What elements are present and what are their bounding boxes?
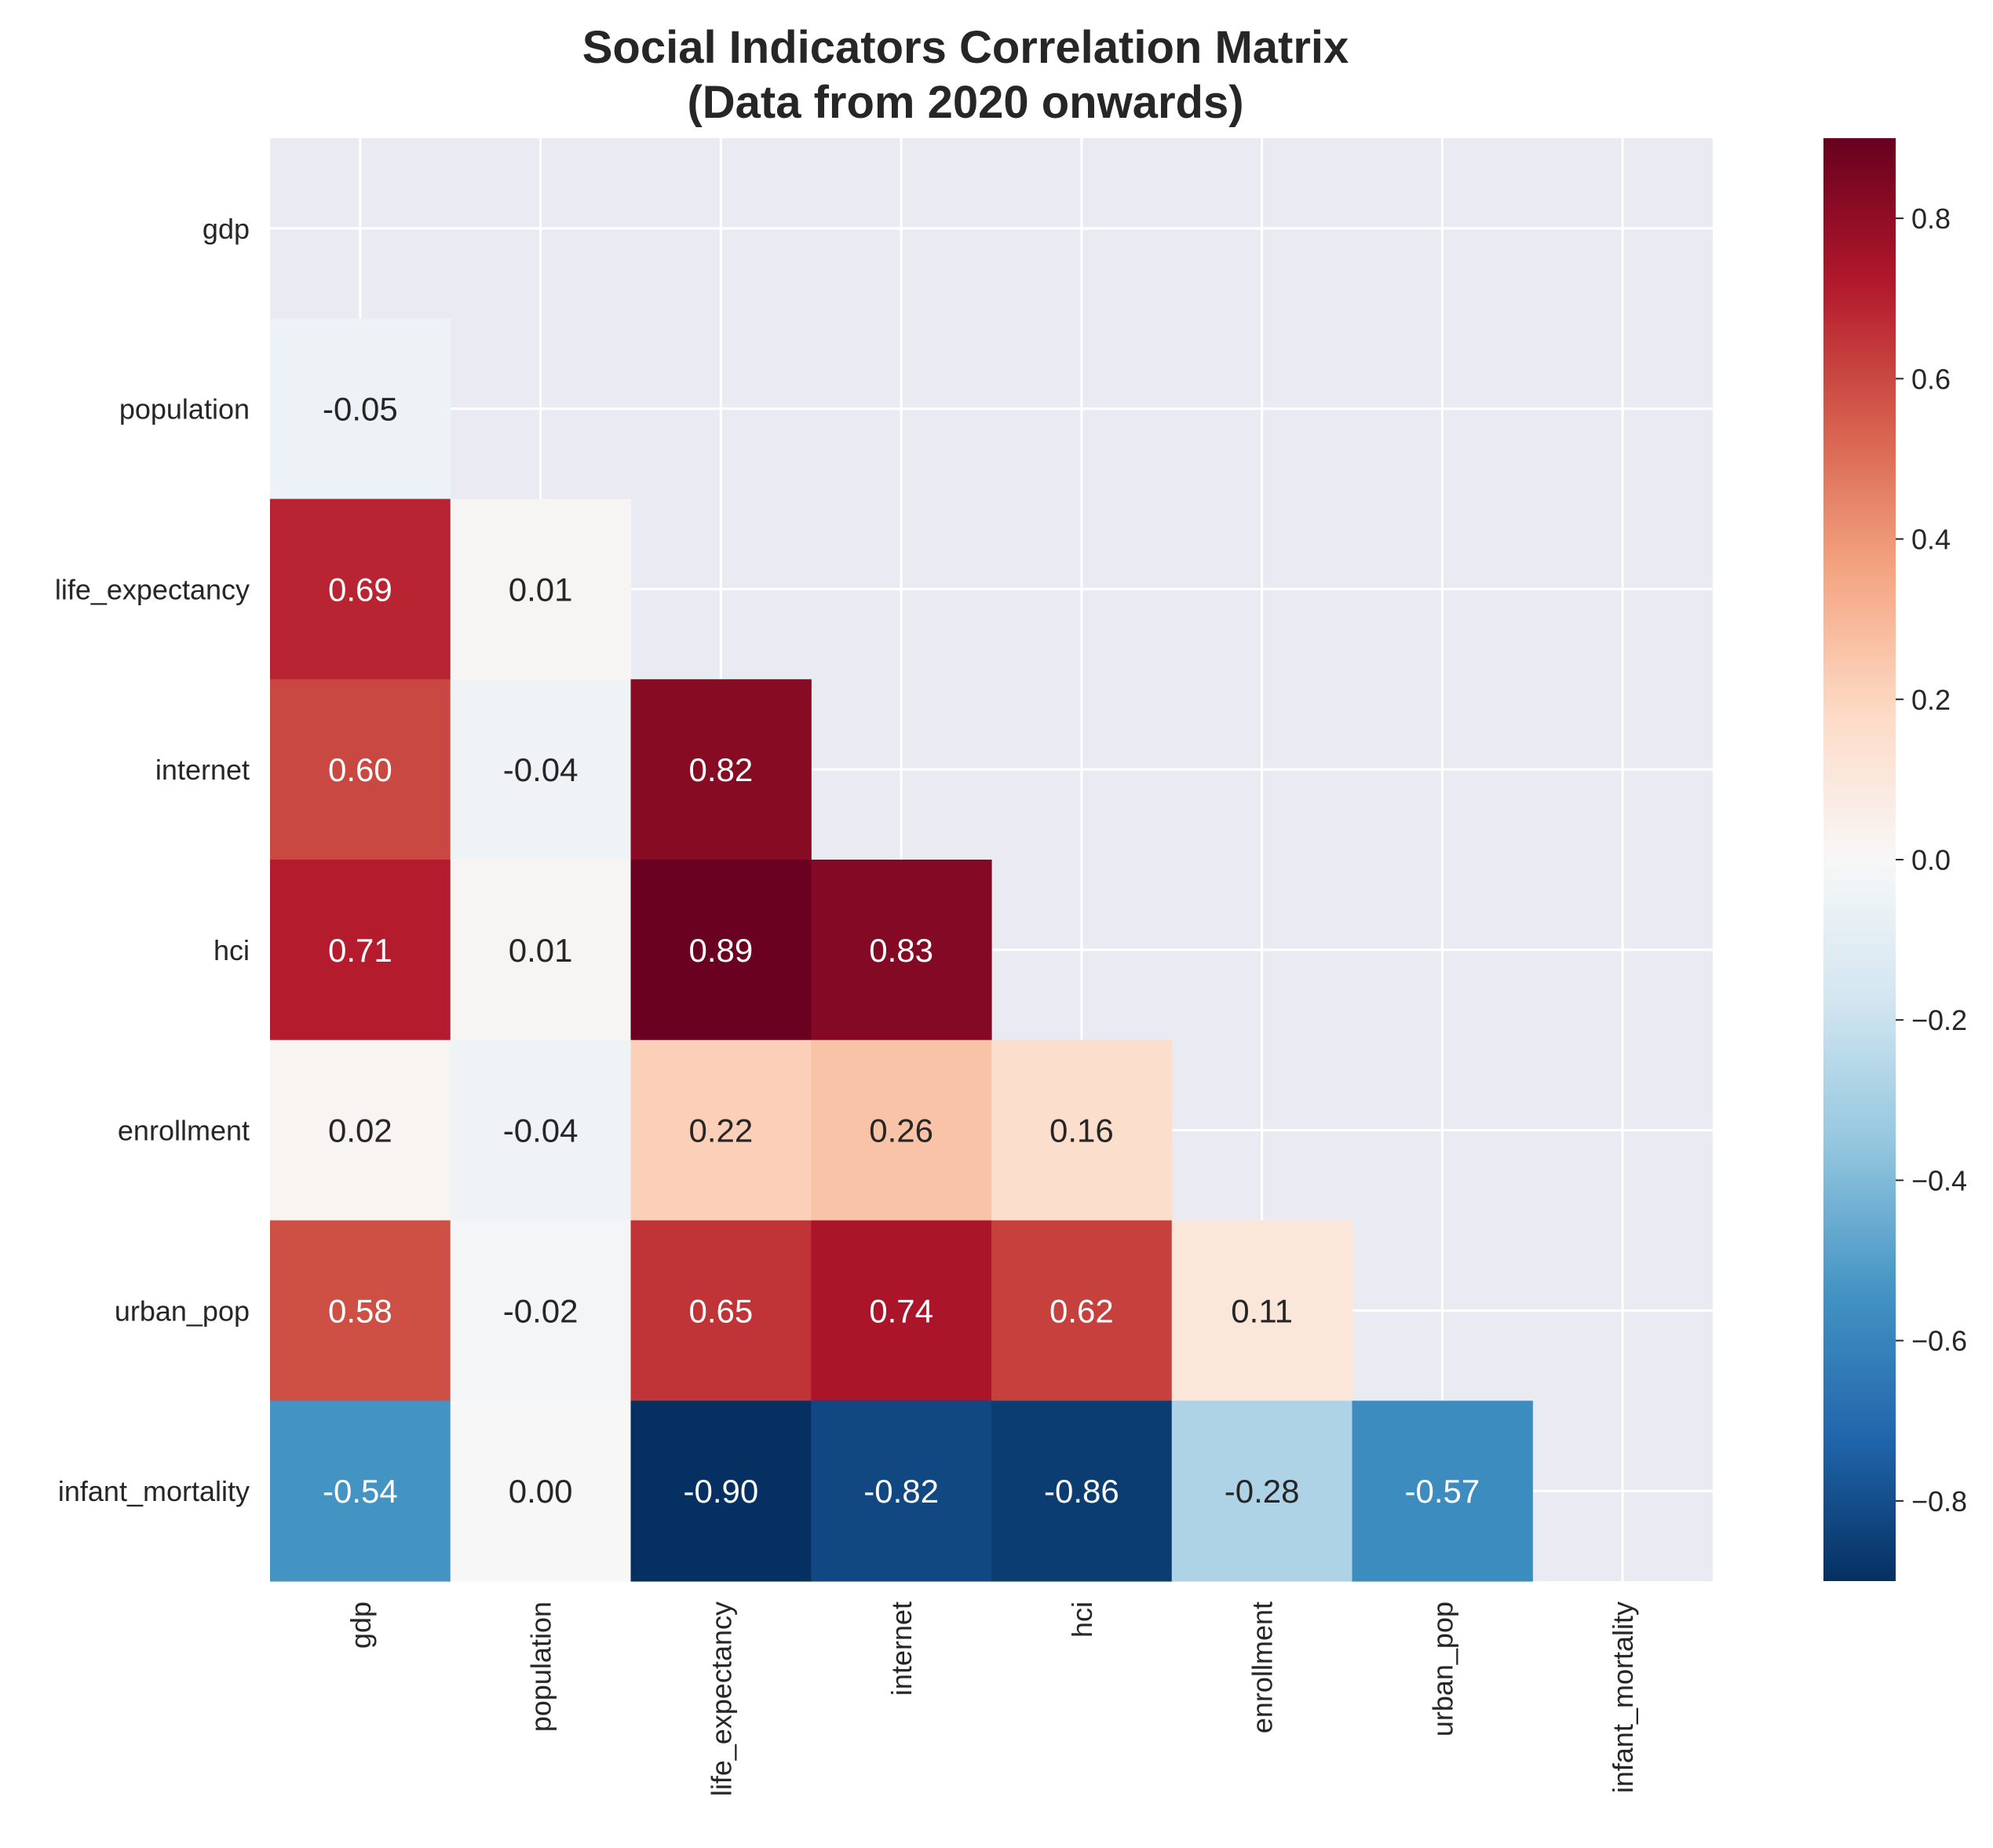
heatmap-cell-urban_pop-enrollment [1171,1220,1353,1401]
chart-title: Social Indicators Correlation Matrix (Da… [582,22,1349,128]
heatmap-cell-life_expectancy-population [450,499,632,680]
heatmap-cell-urban_pop-internet [811,1220,992,1401]
x-tick-label-urban_pop: urban_pop [1426,1601,1458,1737]
heatmap-cell-infant_mortality-gdp [270,1401,451,1582]
heatmap-cell-infant_mortality-internet [811,1401,992,1582]
heatmap-cell-hci-gdp [270,860,451,1041]
heatmap-cell-infant_mortality-urban_pop [1352,1401,1533,1582]
cell-value-label-population-gdp: -0.05 [323,391,398,428]
heatmap-cell-infant_mortality-life_expectancy [630,1401,812,1582]
y-axis-tick-labels: gdp population life_expectancy internet hci e… [55,213,250,1507]
x-tick-label-gdp: gdp [345,1601,377,1649]
cell-value-label-infant_mortality-gdp: -0.54 [323,1473,398,1510]
colorbar-gradient [1823,138,1896,1581]
colorbar-tick-label: −0.2 [1911,1004,1967,1036]
cell-value-label-hci-gdp: 0.71 [328,932,392,969]
cell-value-label-urban_pop-hci: 0.62 [1049,1292,1114,1329]
cell-value-label-life_expectancy-population: 0.01 [509,571,573,608]
y-tick-label-urban_pop: urban_pop [115,1295,250,1327]
cell-value-label-infant_mortality-enrollment: -0.28 [1225,1473,1300,1510]
heatmap-cell-hci-internet [811,860,992,1041]
heatmap-cell-hci-population [450,860,632,1041]
cell-value-label-infant_mortality-urban_pop: -0.57 [1405,1473,1480,1510]
heatmap-cell-enrollment-hci [991,1039,1173,1222]
y-tick-label-life_expectancy: life_expectancy [55,573,250,605]
heatmap-cell-enrollment-internet [811,1039,992,1222]
cell-value-label-hci-internet: 0.83 [869,932,933,969]
colorbar-tick-label: −0.8 [1911,1485,1967,1517]
colorbar-tick-label: 0.6 [1911,363,1951,395]
heatmap-cell-infant_mortality-population [450,1401,632,1582]
heatmap-cell-urban_pop-life_expectancy [630,1220,812,1401]
cell-value-labels: -0.05 0.69 0.01 0.60 -0.04 0.82 0.71 0.01 0.89 0.… [323,391,1480,1510]
y-tick-label-gdp: gdp [203,213,250,245]
heatmap-cells [270,318,1533,1582]
cell-value-label-enrollment-hci: 0.16 [1049,1112,1114,1149]
heatmap-cell-enrollment-population [450,1039,632,1222]
heatmap-cell-infant_mortality-hci [991,1401,1173,1582]
heatmap-cell-population-gdp [270,318,451,500]
x-tick-label-infant_mortality: infant_mortality [1607,1601,1639,1793]
cell-value-label-infant_mortality-population: 0.00 [509,1473,573,1510]
cell-value-label-infant_mortality-life_expectancy: -0.90 [684,1473,759,1510]
heatmap-cell-enrollment-life_expectancy [630,1039,812,1222]
cell-value-label-internet-life_expectancy: 0.82 [689,751,754,788]
y-tick-label-internet: internet [155,754,250,786]
cell-value-label-enrollment-gdp: 0.02 [328,1112,392,1149]
cell-value-label-urban_pop-life_expectancy: 0.65 [689,1292,754,1329]
heatmap-cell-internet-life_expectancy [630,679,812,860]
colorbar-tick-label: 0.2 [1911,684,1951,716]
cell-value-label-internet-population: -0.04 [503,751,579,788]
cell-value-label-internet-gdp: 0.60 [328,751,392,788]
cell-value-label-infant_mortality-internet: -0.82 [863,1473,939,1510]
cell-value-label-enrollment-population: -0.04 [503,1112,579,1149]
colorbar: −0.8 −0.6 −0.4 −0.2 0.0 0.2 0.4 0.6 0.8 [1823,138,1967,1581]
y-tick-label-hci: hci [214,934,250,966]
x-tick-label-internet: internet [885,1601,918,1696]
cell-value-label-urban_pop-internet: 0.74 [869,1292,933,1329]
colorbar-tick-label: −0.6 [1911,1325,1967,1357]
heatmap-cell-urban_pop-hci [991,1220,1173,1401]
heatmap-cell-hci-life_expectancy [630,860,812,1041]
x-tick-label-life_expectancy: life_expectancy [705,1601,737,1796]
chart-title-line-2: (Data from 2020 onwards) [687,77,1243,128]
colorbar-tick-label: −0.4 [1911,1164,1967,1196]
heatmap-cell-internet-population [450,679,632,860]
cell-value-label-enrollment-internet: 0.26 [869,1112,933,1149]
x-tick-label-population: population [525,1601,557,1732]
cell-value-label-urban_pop-enrollment: 0.11 [1231,1292,1293,1329]
cell-value-label-hci-population: 0.01 [509,932,573,969]
heatmap-cell-life_expectancy-gdp [270,499,451,680]
cell-value-label-life_expectancy-gdp: 0.69 [328,571,392,608]
x-tick-label-enrollment: enrollment [1247,1601,1279,1733]
chart-title-line-1: Social Indicators Correlation Matrix [582,22,1349,73]
heatmap-cell-infant_mortality-enrollment [1171,1401,1353,1582]
x-axis-tick-labels: gdp population life_expectancy internet hci e… [345,1601,1639,1796]
cell-value-label-enrollment-life_expectancy: 0.22 [689,1112,754,1149]
y-tick-label-enrollment: enrollment [118,1115,250,1147]
y-tick-label-infant_mortality: infant_mortality [58,1475,250,1507]
cell-value-label-infant_mortality-hci: -0.86 [1044,1473,1119,1510]
heatmap-cell-urban_pop-gdp [270,1220,451,1401]
cell-value-label-hci-life_expectancy: 0.89 [689,932,754,969]
cell-value-label-urban_pop-population: -0.02 [503,1292,579,1329]
heatmap-cell-internet-gdp [270,679,451,860]
x-tick-label-hci: hci [1066,1601,1098,1638]
colorbar-tick-label: 0.4 [1911,524,1951,556]
colorbar-tick-label: 0.0 [1911,844,1951,876]
heatmap-cell-enrollment-gdp [270,1039,451,1222]
cell-value-label-urban_pop-gdp: 0.58 [328,1292,392,1329]
y-tick-label-population: population [119,393,250,425]
colorbar-tick-label: 0.8 [1911,203,1951,235]
heatmap-cell-urban_pop-population [450,1220,632,1401]
